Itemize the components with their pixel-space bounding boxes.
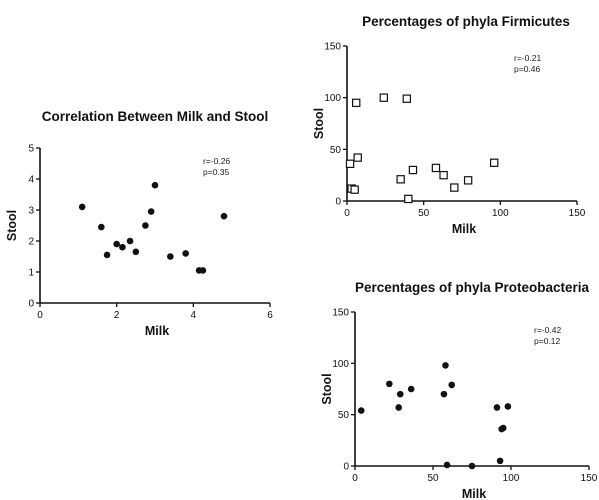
data-point — [442, 362, 449, 369]
x-tick-label: 4 — [191, 310, 197, 321]
axis-lines — [346, 46, 577, 202]
data-point — [142, 222, 149, 229]
x-axis-label: Milk — [462, 487, 486, 500]
data-point — [468, 462, 476, 470]
axis-lines — [39, 148, 270, 304]
y-tick-label: 50 — [330, 145, 342, 156]
y-axis-label: Stool — [320, 373, 334, 404]
data-point — [151, 181, 159, 189]
y-axis-label: Stool — [312, 108, 326, 139]
y-tick-label: 3 — [28, 206, 34, 217]
y-tick-label: 2 — [28, 237, 34, 248]
data-point — [440, 390, 448, 398]
y-tick-label: 100 — [332, 359, 349, 370]
data-point — [220, 212, 228, 220]
data-point — [386, 380, 393, 388]
data-point — [113, 240, 120, 248]
x-tick-label: 2 — [114, 310, 120, 321]
y-tick-label: 50 — [338, 410, 350, 421]
data-point — [350, 185, 359, 194]
x-tick-label: 50 — [427, 473, 439, 484]
data-point — [439, 170, 448, 180]
data-point — [490, 158, 499, 167]
data-point — [443, 461, 451, 469]
y-tick-label: 4 — [28, 175, 34, 186]
data-point — [345, 159, 355, 168]
data-point — [463, 176, 473, 185]
data-point — [396, 390, 404, 398]
x-tick-label: 50 — [418, 208, 430, 219]
data-point — [496, 457, 504, 465]
data-point — [396, 175, 405, 184]
data-point — [450, 183, 459, 192]
stat-annotation: r=-0.26 — [203, 156, 230, 166]
y-tick-label: 1 — [28, 268, 34, 279]
y-tick-label: 0 — [335, 197, 341, 208]
data-point — [182, 250, 189, 257]
data-point — [379, 93, 389, 102]
chart-title: Percentages of phyla Proteobacteria — [355, 280, 590, 295]
data-point — [352, 98, 361, 108]
x-tick-label: 100 — [492, 208, 509, 219]
chart-milk-stool: Correlation Between Milk and Stool 0 2 4 6 0 1… — [5, 109, 273, 338]
data-point — [493, 404, 501, 411]
stat-annotation: r=-0.21 — [514, 53, 541, 63]
data-point — [103, 251, 111, 259]
chart-title: Percentages of phyla Firmicutes — [362, 14, 570, 29]
chart-proteobacteria: Percentages of phyla Proteobacteria 0 50 10… — [320, 280, 598, 500]
stat-annotation: r=-0.42 — [534, 325, 561, 335]
data-point — [448, 381, 456, 389]
x-tick-label: 150 — [581, 473, 598, 484]
data-point — [167, 253, 174, 260]
x-tick-label: 6 — [267, 310, 273, 321]
y-tick-label: 150 — [324, 42, 341, 53]
x-tick-label: 150 — [569, 208, 586, 219]
y-tick-label: 0 — [28, 299, 34, 310]
y-tick-label: 5 — [28, 144, 34, 155]
data-point — [504, 403, 512, 410]
data-point — [404, 194, 413, 204]
data-point — [147, 208, 155, 215]
data-point — [98, 223, 105, 231]
data-point — [132, 248, 140, 256]
data-point — [126, 237, 134, 245]
y-tick-label: 150 — [332, 308, 349, 319]
y-tick-label: 0 — [343, 462, 349, 473]
data-point — [357, 407, 365, 414]
stat-annotation: p=0.35 — [203, 167, 230, 177]
chart-title: Correlation Between Milk and Stool — [42, 109, 269, 124]
data-point — [119, 243, 126, 251]
data-point — [199, 267, 207, 274]
chart-firmicutes: Percentages of phyla Firmicutes 0 50 100 150… — [312, 14, 586, 236]
y-axis-label: Stool — [5, 210, 19, 241]
data-point — [407, 385, 415, 393]
data-point — [431, 163, 441, 173]
data-point — [78, 203, 86, 211]
x-tick-label: 0 — [344, 208, 350, 219]
data-point — [402, 94, 412, 103]
data-point — [353, 153, 362, 162]
y-tick-label: 100 — [324, 93, 341, 104]
x-tick-label: 0 — [37, 310, 43, 321]
x-axis-label: Milk — [452, 222, 476, 236]
x-tick-label: 100 — [503, 473, 520, 484]
x-tick-label: 0 — [352, 473, 358, 484]
data-point — [499, 424, 507, 432]
data-point — [395, 404, 402, 411]
x-axis-label: Milk — [145, 324, 169, 338]
stat-annotation: p=0.12 — [534, 336, 561, 346]
data-point — [408, 165, 418, 175]
stat-annotation: p=0.46 — [514, 64, 541, 74]
